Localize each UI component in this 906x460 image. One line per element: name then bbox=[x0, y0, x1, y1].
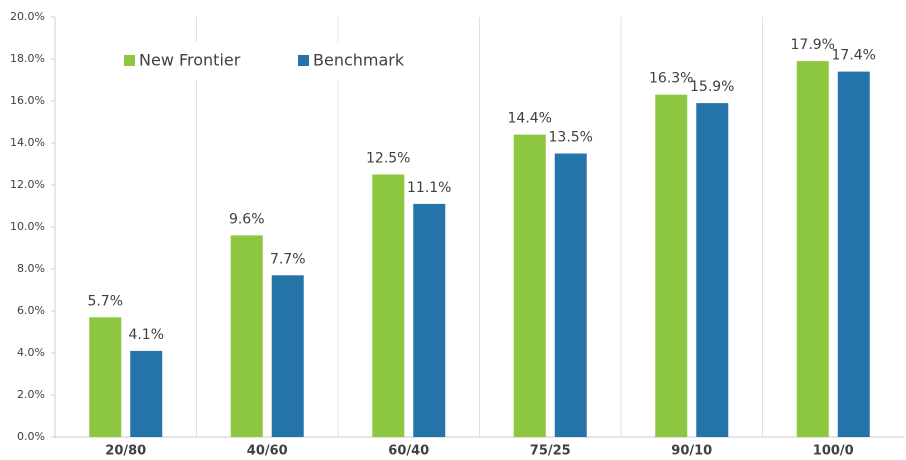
value-label: 9.6% bbox=[229, 211, 265, 227]
value-label: 17.9% bbox=[791, 37, 835, 53]
bar bbox=[655, 94, 688, 437]
y-tick-label: 8.0% bbox=[17, 262, 45, 275]
y-tick-label: 12.0% bbox=[10, 178, 45, 191]
value-label: 5.7% bbox=[87, 293, 123, 309]
y-tick-label: 16.0% bbox=[10, 94, 45, 107]
x-tick-label: 20/80 bbox=[105, 444, 146, 459]
y-tick-label: 18.0% bbox=[10, 52, 45, 65]
y-tick-label: 2.0% bbox=[17, 388, 45, 401]
legend-swatch bbox=[124, 55, 135, 66]
y-tick-label: 14.0% bbox=[10, 136, 45, 149]
x-tick-label: 60/40 bbox=[388, 444, 429, 459]
y-tick-label: 10.0% bbox=[10, 220, 45, 233]
bar bbox=[372, 174, 405, 437]
value-label: 17.4% bbox=[832, 48, 876, 64]
y-tick-label: 6.0% bbox=[17, 304, 45, 317]
value-label: 15.9% bbox=[690, 79, 734, 95]
x-tick-label: 75/25 bbox=[530, 444, 571, 459]
value-label: 16.3% bbox=[649, 71, 693, 87]
x-tick-label: 100/0 bbox=[813, 444, 854, 459]
value-label: 13.5% bbox=[549, 130, 593, 146]
bar bbox=[513, 134, 546, 437]
bar bbox=[271, 275, 304, 437]
legend-background bbox=[108, 42, 413, 80]
bar bbox=[796, 61, 829, 437]
value-label: 14.4% bbox=[508, 111, 552, 127]
bar bbox=[837, 71, 870, 437]
bar bbox=[130, 350, 163, 437]
legend-label: New Frontier bbox=[139, 51, 241, 70]
bar bbox=[696, 103, 729, 437]
y-tick-label: 4.0% bbox=[17, 346, 45, 359]
y-tick-label: 20.0% bbox=[10, 10, 45, 23]
x-tick-label: 90/10 bbox=[671, 444, 712, 459]
x-tick-label: 40/60 bbox=[247, 444, 288, 459]
legend-swatch bbox=[298, 55, 309, 66]
legend-label: Benchmark bbox=[313, 51, 405, 70]
bar bbox=[413, 203, 446, 437]
bar bbox=[554, 153, 587, 437]
bar bbox=[230, 235, 263, 437]
value-label: 7.7% bbox=[270, 251, 306, 267]
bar bbox=[89, 317, 122, 437]
value-label: 4.1% bbox=[128, 327, 164, 343]
y-tick-label: 0.0% bbox=[17, 430, 45, 443]
value-label: 12.5% bbox=[366, 151, 410, 167]
value-label: 11.1% bbox=[407, 180, 451, 196]
